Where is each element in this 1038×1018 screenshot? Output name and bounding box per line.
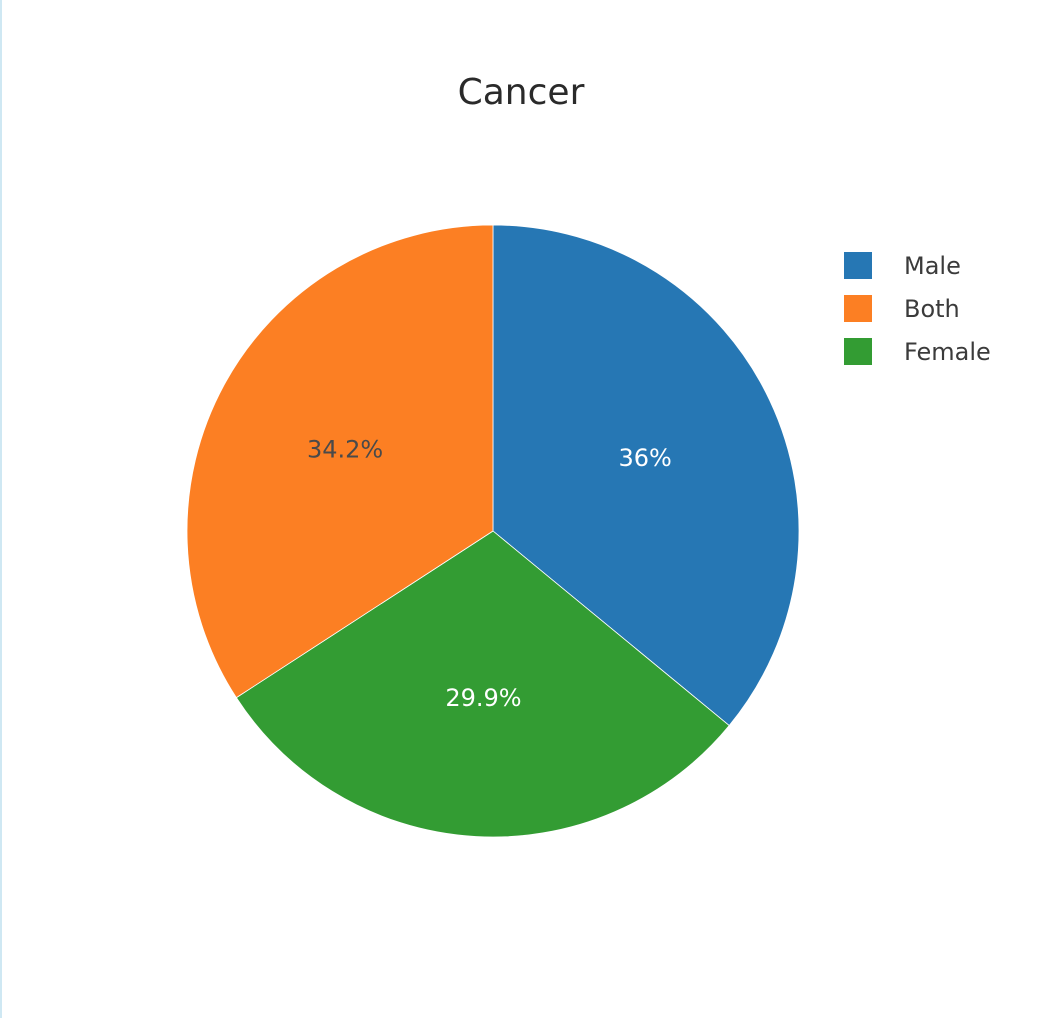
- pie-slice-male[interactable]: [492, 224, 800, 727]
- legend-swatch: [844, 338, 872, 365]
- chart-title: Cancer: [457, 72, 585, 113]
- legend-label: Female: [904, 337, 991, 366]
- legend-item-both[interactable]: Both: [844, 287, 991, 330]
- slice-label-male: 36%: [619, 444, 672, 472]
- legend-item-female[interactable]: Female: [844, 330, 991, 373]
- legend: Male Both Female: [844, 244, 991, 373]
- slice-label-female: 29.9%: [445, 684, 521, 712]
- legend-label: Both: [904, 294, 960, 323]
- legend-item-male[interactable]: Male: [844, 244, 991, 287]
- legend-swatch: [844, 295, 872, 322]
- legend-label: Male: [904, 251, 961, 280]
- pie-slice-both[interactable]: [186, 224, 494, 699]
- pie-slice-female[interactable]: [235, 530, 730, 838]
- legend-swatch: [844, 252, 872, 279]
- slice-label-both: 34.2%: [307, 436, 383, 464]
